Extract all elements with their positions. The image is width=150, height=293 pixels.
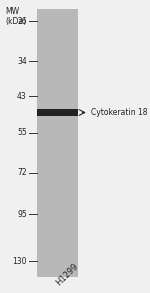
Text: 55: 55 xyxy=(17,128,27,137)
Text: 34: 34 xyxy=(17,57,27,66)
Text: Cytokeratin 18: Cytokeratin 18 xyxy=(91,108,148,117)
Bar xyxy=(37,9,78,277)
Text: H1299: H1299 xyxy=(54,262,80,287)
Text: 26: 26 xyxy=(17,17,27,25)
Bar xyxy=(37,109,78,116)
Text: 43: 43 xyxy=(17,92,27,100)
Text: 95: 95 xyxy=(17,210,27,219)
Text: 130: 130 xyxy=(12,257,27,266)
Text: MW
(kDa): MW (kDa) xyxy=(5,7,26,26)
Text: 72: 72 xyxy=(17,168,27,178)
